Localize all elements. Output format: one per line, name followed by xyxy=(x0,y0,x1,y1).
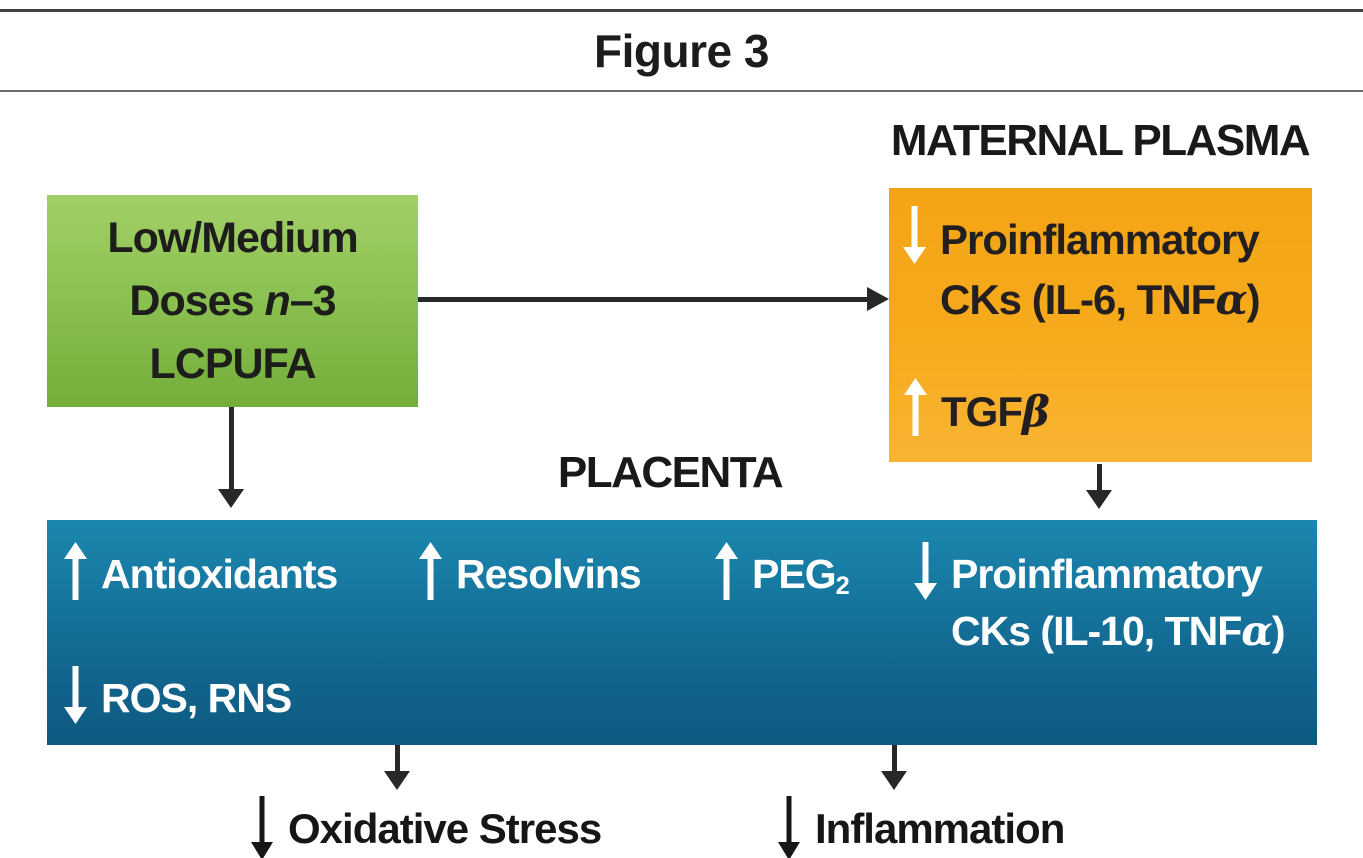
placenta-peg-subscript: 2 xyxy=(835,571,850,600)
placenta-cks-line1: Proinflammatory xyxy=(951,551,1263,597)
title-underline-rule xyxy=(0,90,1363,92)
up-arrow-icon xyxy=(62,542,89,600)
placenta-cks-line2: CKs (IL-10, TNFα) xyxy=(951,603,1286,660)
down-arrow-icon xyxy=(250,796,274,858)
maternal-proinflammatory-text: Proinflammatory CKs (IL-6, TNFα) xyxy=(940,206,1261,330)
arrow-head-down-icon xyxy=(384,771,410,790)
arrow-stem xyxy=(892,745,897,773)
maternal-tgf-pre: TGF xyxy=(941,388,1023,435)
maternal-cks-line2-pre: CKs (IL-6, TNF xyxy=(940,276,1216,323)
placenta-ros-item: ROS, RNS xyxy=(62,666,292,727)
placenta-proinflammatory-item: Proinflammatory CKs (IL-10, TNFα) xyxy=(912,542,1286,660)
maternal-cks-line2: CKs (IL-6, TNFα) xyxy=(940,270,1261,330)
up-arrow-icon xyxy=(417,542,444,600)
arrow-stem xyxy=(1097,464,1102,492)
placenta-box: Antioxidants Resolvins PEG2 Proinflammat… xyxy=(47,520,1317,745)
arrow-stem xyxy=(395,745,400,773)
placenta-antioxidants-text: Antioxidants xyxy=(101,551,338,597)
maternal-tgf-beta: β xyxy=(1021,387,1050,436)
outcome-oxidative-stress: Oxidative Stress xyxy=(250,796,602,858)
placenta-peg-text: PEG2 xyxy=(752,542,850,609)
up-arrow-icon xyxy=(902,378,929,436)
dose-box-line2-post: –3 xyxy=(289,276,337,325)
dose-box-line1: Low/Medium xyxy=(107,213,358,262)
placenta-resolvins-text: Resolvins xyxy=(456,551,642,597)
placenta-cks-alpha: α xyxy=(1241,607,1273,655)
outcome-inflammation: Inflammation xyxy=(777,796,1065,858)
dose-box-line2-pre: Doses xyxy=(129,276,265,325)
up-arrow-icon xyxy=(713,542,740,600)
maternal-cks-alpha: α xyxy=(1215,275,1247,324)
placenta-peg-item: PEG2 xyxy=(713,542,850,609)
down-arrow-icon xyxy=(912,542,939,600)
maternal-plasma-label: MATERNAL PLASMA xyxy=(890,116,1311,165)
arrow-head-down-icon xyxy=(881,771,907,790)
down-arrow-icon xyxy=(62,666,89,724)
down-arrow-icon xyxy=(777,796,801,858)
maternal-tgf-item: TGFβ xyxy=(902,378,1050,442)
arrow-head-down-icon xyxy=(1086,490,1112,509)
maternal-cks-line1: Proinflammatory xyxy=(940,216,1260,263)
dose-box-line2: Doses n–3 xyxy=(129,270,337,333)
outcome-inflammation-text: Inflammation xyxy=(815,805,1065,852)
dose-box: Low/Medium Doses n–3 LCPUFA xyxy=(47,195,418,407)
maternal-tgf-text: TGFβ xyxy=(941,378,1050,442)
arrow-head-right-icon xyxy=(867,287,889,311)
placenta-peg-pre: PEG xyxy=(752,551,837,597)
placenta-antioxidants-item: Antioxidants xyxy=(62,542,338,603)
placenta-label: PLACENTA xyxy=(557,448,784,497)
maternal-plasma-box: Proinflammatory CKs (IL-6, TNFα) TGFβ xyxy=(889,188,1312,462)
placenta-cks-line2-pre: CKs (IL-10, TNF xyxy=(951,608,1242,654)
dose-box-line2-italic-n: n xyxy=(264,276,290,325)
maternal-proinflammatory-item: Proinflammatory CKs (IL-6, TNFα) xyxy=(901,206,1261,330)
placenta-ros-text: ROS, RNS xyxy=(101,675,292,721)
down-arrow-icon xyxy=(901,206,928,264)
arrow-head-down-icon xyxy=(218,489,244,508)
outcome-oxidative-stress-text: Oxidative Stress xyxy=(288,805,602,852)
dose-box-line3: LCPUFA xyxy=(149,339,317,388)
placenta-resolvins-item: Resolvins xyxy=(417,542,642,603)
arrow-stem xyxy=(418,297,868,302)
maternal-cks-line2-post: ) xyxy=(1246,276,1261,323)
placenta-cks-line2-post: ) xyxy=(1271,608,1286,654)
arrow-stem xyxy=(229,407,234,491)
placenta-proinflammatory-text: Proinflammatory CKs (IL-10, TNFα) xyxy=(951,542,1286,660)
top-rule xyxy=(0,9,1363,12)
figure-title: Figure 3 xyxy=(594,25,769,77)
